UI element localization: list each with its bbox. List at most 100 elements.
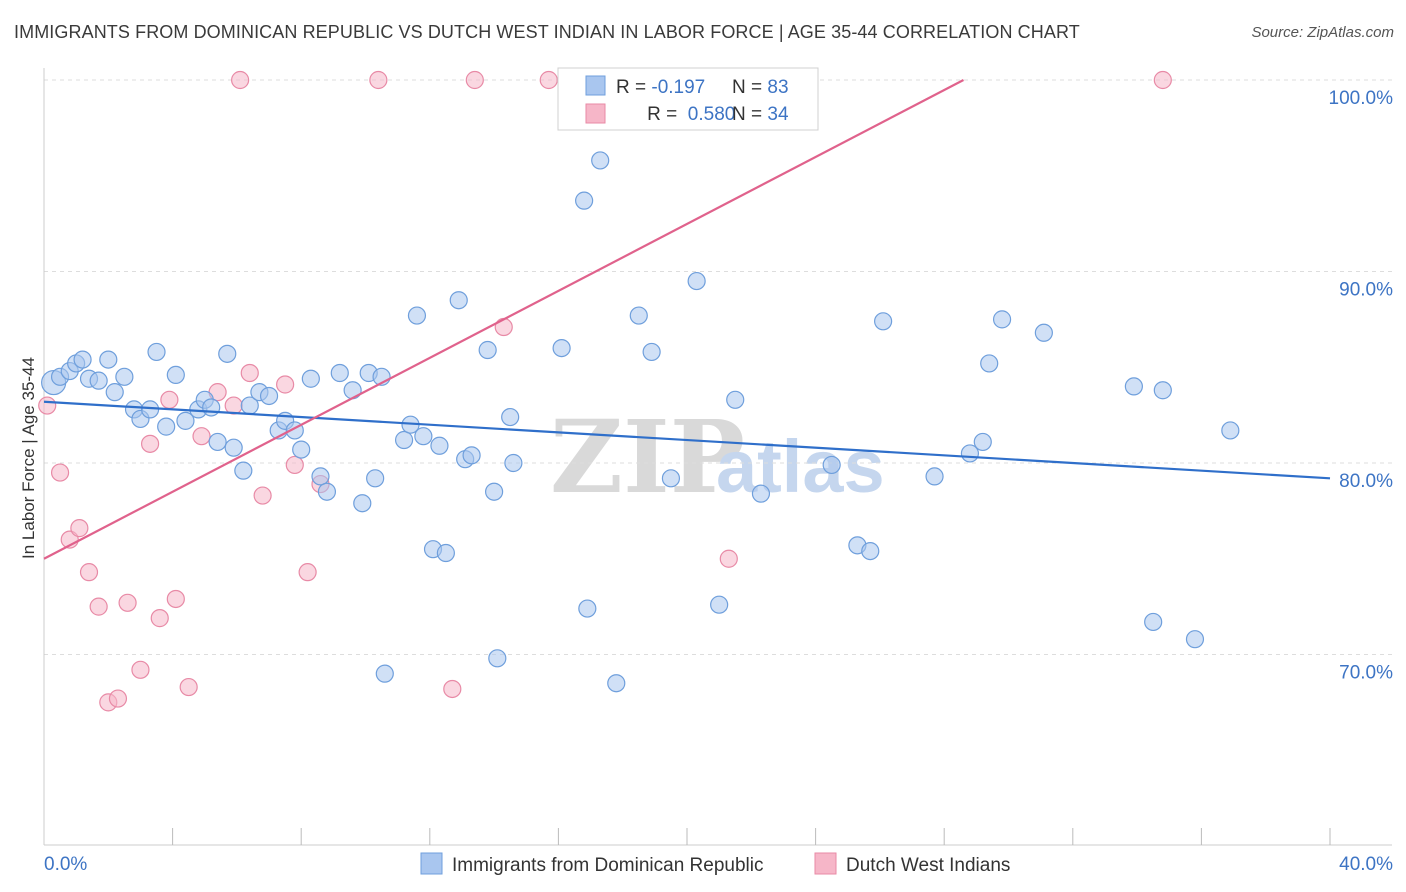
legend-n-row-1: N = 83 <box>732 77 789 98</box>
point-dutch-west-indians-12 <box>160 390 179 409</box>
legend-r-value-1: -0.197 <box>651 77 705 98</box>
legend-swatch-pink <box>585 103 606 124</box>
x-tick-labels: 0.0% 40.0% <box>44 854 1393 875</box>
legend-row-2: R = 0.580 <box>616 104 758 125</box>
point-dominican-82 <box>1221 421 1240 440</box>
y-axis-label: In Labor Force | Age 35-44 <box>19 357 38 559</box>
series-legend-label-pink: Dutch West Indians <box>846 855 1010 876</box>
point-dutch-west-indians-11 <box>150 609 169 628</box>
point-dominican-64 <box>687 271 706 291</box>
legend-r-label-2: R = <box>647 104 682 125</box>
trend-lines <box>43 79 1331 560</box>
y-tick-label-0: 100.0% <box>1329 88 1394 109</box>
point-dominican-59 <box>591 151 610 170</box>
point-dominican-51 <box>485 482 504 501</box>
y-tick-labels: 100.0% 90.0% 80.0% 70.0% <box>1329 88 1394 684</box>
point-dominican-41 <box>394 430 414 450</box>
point-dominican-8 <box>105 383 124 402</box>
point-dutch-west-indians-4 <box>79 563 99 582</box>
point-dominican-9 <box>115 367 134 386</box>
point-dutch-west-indians-20 <box>253 486 272 505</box>
point-dominican-78 <box>1124 377 1143 396</box>
legend-n-row-2: N = 34 <box>732 104 789 125</box>
point-dominican-77 <box>1034 323 1053 342</box>
point-dutch-west-indians-3 <box>70 519 89 538</box>
point-dominican-52 <box>478 340 497 360</box>
point-dominican-36 <box>353 494 372 513</box>
point-dominican-75 <box>980 354 999 373</box>
point-dominican-70 <box>861 541 880 561</box>
point-dutch-west-indians-32 <box>719 549 738 568</box>
point-dutch-west-indians-29 <box>539 70 558 90</box>
point-dominican-67 <box>751 484 771 503</box>
legend-n-label-1: N = <box>732 77 767 98</box>
point-dominican-15 <box>166 365 185 385</box>
point-dominican-57 <box>575 191 594 210</box>
point-dominican-13 <box>147 342 166 362</box>
point-dutch-west-indians-26 <box>443 679 462 699</box>
trend-line-dutch-west-indians <box>43 79 964 560</box>
point-dominican-68 <box>822 455 841 475</box>
legend-n-value-2: 34 <box>767 104 789 125</box>
point-dutch-west-indians-25 <box>369 70 388 90</box>
y-tick-label-1: 90.0% <box>1339 280 1393 301</box>
legend-n-label-2: N = <box>732 104 767 125</box>
y-tick-label-3: 70.0% <box>1339 663 1393 684</box>
point-dominican-80 <box>1153 381 1172 400</box>
legend-n-value-1: 83 <box>767 77 788 98</box>
point-dominican-56 <box>552 339 571 358</box>
legend-swatch-blue <box>585 75 606 96</box>
point-dominican-72 <box>925 467 944 486</box>
chart-title: IMMIGRANTS FROM DOMINICAN REPUBLIC VS DU… <box>14 22 1080 42</box>
point-dominican-46 <box>436 543 455 563</box>
point-dominican-55 <box>504 453 523 473</box>
point-dutch-west-indians-21 <box>276 375 295 394</box>
point-dominican-4 <box>73 350 92 369</box>
point-dominican-20 <box>208 432 227 452</box>
point-dutch-west-indians-13 <box>166 589 185 609</box>
point-dutch-west-indians-28 <box>494 317 513 337</box>
point-dominican-44 <box>407 306 427 325</box>
x-tick-label-0: 0.0% <box>44 854 87 875</box>
point-dominican-26 <box>259 386 279 406</box>
point-dominican-16 <box>176 411 195 430</box>
stats-legend: R = -0.197 N = 83 R = 0.580 N = 34 <box>557 67 819 131</box>
point-dutch-west-indians-18 <box>231 70 250 90</box>
x-tick-label-1: 40.0% <box>1339 854 1393 875</box>
legend-row-1: R = -0.197 <box>616 77 705 98</box>
watermark-atlas: atlas <box>716 425 885 508</box>
point-dominican-34 <box>330 363 349 383</box>
axes <box>43 68 1392 846</box>
point-dominican-60 <box>607 674 626 693</box>
point-dutch-west-indians-0 <box>38 396 57 415</box>
point-dominican-38 <box>366 469 385 488</box>
point-dutch-west-indians-19 <box>240 363 259 383</box>
point-dominican-62 <box>642 342 661 362</box>
point-dutch-west-indians-22 <box>285 455 304 475</box>
watermark: ZIP atlas <box>550 398 885 516</box>
series-legend-swatch-pink <box>814 852 837 875</box>
point-dominican-30 <box>292 440 311 459</box>
point-dominican-48 <box>449 291 468 310</box>
point-dominican-74 <box>973 432 992 452</box>
point-dominican-79 <box>1144 612 1163 632</box>
point-dominican-50 <box>462 446 481 465</box>
point-dutch-west-indians-33 <box>1153 70 1172 90</box>
point-dominican-32 <box>311 467 330 486</box>
point-dominican-81 <box>1185 630 1205 649</box>
point-dominican-65 <box>710 595 729 614</box>
point-dominican-63 <box>661 469 681 488</box>
point-dominican-7 <box>99 350 118 369</box>
point-dominican-43 <box>414 427 433 446</box>
point-dutch-west-indians-9 <box>131 660 150 679</box>
point-dominican-58 <box>578 599 597 618</box>
legend-r-label-1: R = <box>616 77 651 98</box>
point-dutch-west-indians-23 <box>298 563 317 582</box>
trend-line-dominican <box>43 400 1331 480</box>
point-dutch-west-indians-14 <box>179 677 198 697</box>
point-dutch-west-indians-5 <box>89 597 108 616</box>
point-dominican-76 <box>992 310 1012 329</box>
y-tick-label-2: 80.0% <box>1339 471 1393 492</box>
point-dominican-71 <box>874 312 893 331</box>
